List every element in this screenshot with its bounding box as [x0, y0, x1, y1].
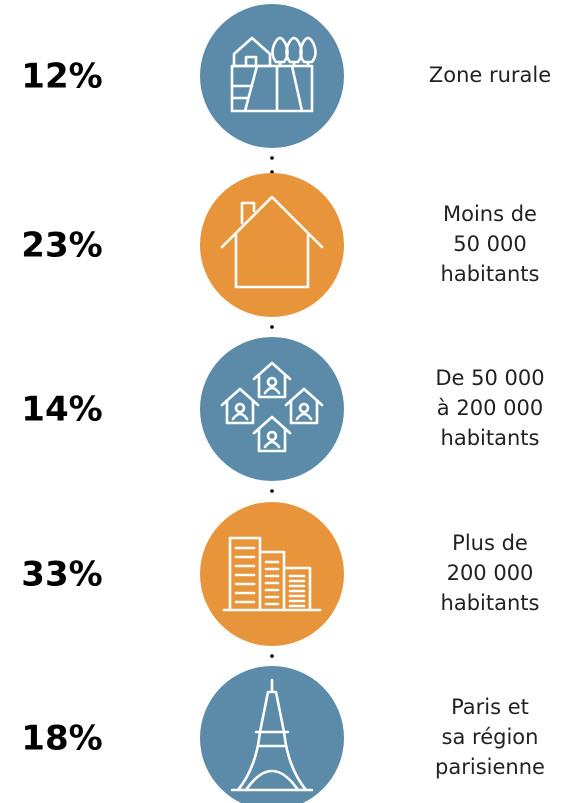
icon-part: [234, 573, 306, 593]
label-line: habitants: [441, 426, 540, 450]
label-line: Zone rurale: [429, 63, 551, 87]
icon-part: [234, 582, 306, 598]
label-line: parisienne: [435, 755, 545, 779]
icon-part: [266, 376, 278, 388]
icon-part: [284, 387, 324, 425]
icon: [220, 361, 324, 453]
icon-circle: [200, 4, 344, 148]
label-line: 200 000: [447, 561, 534, 585]
icon-part: [230, 678, 314, 792]
icon-circle: [200, 502, 344, 646]
icon-circle: [200, 666, 344, 803]
icon-part: [252, 415, 292, 453]
icon-part: [230, 64, 314, 113]
connector-dot: [270, 654, 274, 658]
icon-part: [234, 555, 306, 583]
icon-part: [234, 402, 246, 414]
icon-part: [252, 361, 292, 399]
percent: 14%: [21, 390, 102, 430]
connector-dot: [270, 156, 274, 160]
percent: 12%: [21, 57, 102, 97]
icon: [230, 678, 314, 792]
label-line: sa région: [442, 725, 539, 749]
icon-part: [232, 36, 272, 68]
label-line: Paris et: [451, 695, 529, 719]
icon: [222, 536, 322, 612]
connector-dot: [270, 170, 274, 174]
percent: 23%: [21, 226, 102, 266]
icon-part: [234, 600, 306, 608]
label-line: 50 000: [453, 232, 526, 256]
icon-part: [295, 412, 313, 421]
connector-dot: [270, 489, 274, 493]
connector-dot: [270, 325, 274, 329]
icon-part: [263, 440, 281, 449]
icon-part: [222, 536, 322, 612]
label-line: De 50 000: [435, 366, 544, 390]
percent: 18%: [21, 719, 102, 759]
icon-part: [234, 564, 306, 588]
label-line: Moins de: [443, 202, 537, 226]
icon-part: [220, 387, 260, 425]
icon: [220, 195, 324, 289]
icon-part: [231, 412, 249, 421]
icon-part: [220, 195, 324, 289]
label-line: à 200 000: [437, 396, 543, 420]
icon-part: [298, 402, 310, 414]
icon-part: [234, 546, 306, 578]
icon-part: [266, 430, 278, 442]
icon: [230, 36, 317, 113]
icon-part: [234, 591, 306, 603]
icon-part: [263, 386, 281, 395]
icon-part: [299, 36, 317, 68]
icon-circle: [200, 337, 344, 481]
label-line: habitants: [441, 591, 540, 615]
percent: 33%: [21, 555, 102, 595]
label-line: Plus de: [452, 531, 528, 555]
label-line: habitants: [441, 262, 540, 286]
icon-circle: [200, 173, 344, 317]
